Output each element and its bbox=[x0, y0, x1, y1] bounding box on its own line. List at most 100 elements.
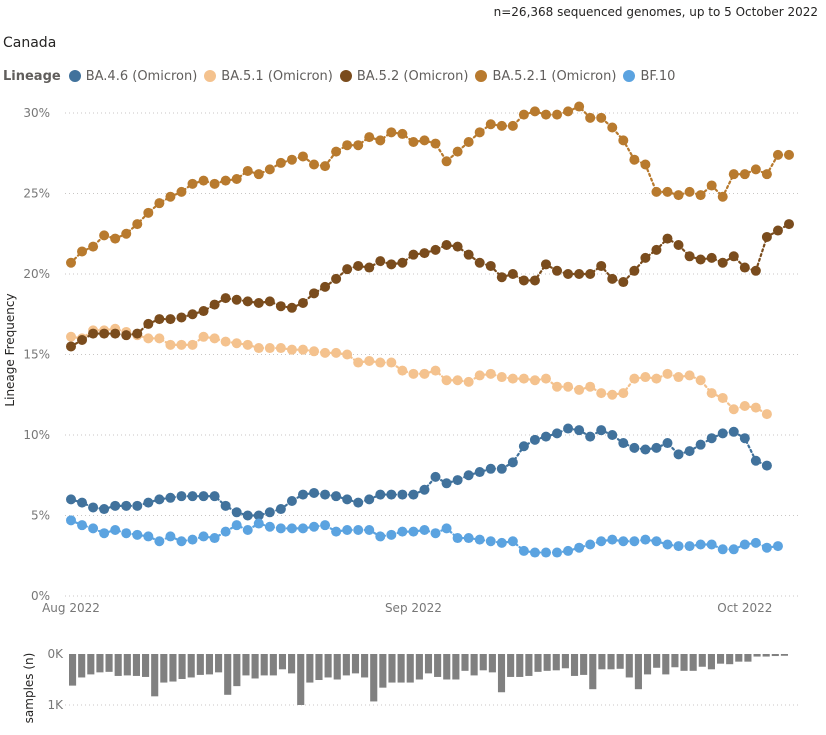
data-point[interactable] bbox=[430, 138, 441, 149]
data-point[interactable] bbox=[507, 536, 518, 547]
data-point[interactable] bbox=[397, 489, 408, 500]
data-point[interactable] bbox=[66, 515, 76, 526]
data-point[interactable] bbox=[275, 523, 286, 534]
data-point[interactable] bbox=[585, 269, 596, 279]
data-point[interactable] bbox=[99, 328, 110, 339]
sample-bar[interactable] bbox=[397, 654, 405, 683]
data-point[interactable] bbox=[209, 333, 220, 344]
sample-bar[interactable] bbox=[443, 654, 451, 680]
data-point[interactable] bbox=[99, 528, 110, 539]
sample-bar[interactable] bbox=[123, 654, 131, 676]
data-point[interactable] bbox=[540, 431, 551, 442]
data-point[interactable] bbox=[662, 368, 673, 379]
data-point[interactable] bbox=[784, 219, 794, 230]
data-point[interactable] bbox=[618, 536, 629, 547]
data-point[interactable] bbox=[529, 434, 540, 445]
data-point[interactable] bbox=[77, 335, 88, 346]
data-point[interactable] bbox=[375, 357, 386, 368]
data-point[interactable] bbox=[529, 106, 540, 117]
data-point[interactable] bbox=[121, 528, 132, 539]
sample-bar[interactable] bbox=[570, 654, 579, 676]
sample-bar[interactable] bbox=[160, 654, 168, 683]
data-point[interactable] bbox=[77, 520, 88, 531]
data-point[interactable] bbox=[706, 252, 717, 263]
data-point[interactable] bbox=[66, 494, 76, 505]
data-point[interactable] bbox=[739, 401, 750, 412]
sample-bar[interactable] bbox=[288, 654, 296, 674]
sample-bar[interactable] bbox=[735, 654, 743, 662]
data-point[interactable] bbox=[585, 381, 596, 392]
sample-bar[interactable] bbox=[351, 654, 360, 674]
data-point[interactable] bbox=[320, 347, 331, 358]
data-point[interactable] bbox=[662, 438, 673, 449]
data-point[interactable] bbox=[540, 373, 551, 384]
data-point[interactable] bbox=[772, 149, 783, 160]
legend-item-ba-5-1[interactable]: BA.5.1 (Omicron) bbox=[204, 69, 333, 84]
data-point[interactable] bbox=[286, 302, 297, 313]
data-point[interactable] bbox=[430, 365, 441, 376]
data-point[interactable] bbox=[540, 109, 551, 120]
sample-bar[interactable] bbox=[507, 654, 515, 677]
data-point[interactable] bbox=[364, 494, 375, 505]
data-point[interactable] bbox=[640, 534, 651, 545]
sample-bar[interactable] bbox=[662, 654, 670, 675]
data-point[interactable] bbox=[331, 526, 342, 537]
data-point[interactable] bbox=[132, 219, 143, 230]
data-point[interactable] bbox=[176, 339, 187, 350]
data-point[interactable] bbox=[110, 233, 121, 244]
data-point[interactable] bbox=[717, 428, 728, 439]
data-point[interactable] bbox=[342, 264, 353, 275]
data-point[interactable] bbox=[706, 433, 717, 444]
data-point[interactable] bbox=[264, 343, 275, 354]
data-point[interactable] bbox=[353, 140, 364, 151]
legend-item-ba-4-6[interactable]: BA.4.6 (Omicron) bbox=[68, 69, 197, 84]
data-point[interactable] bbox=[552, 428, 563, 439]
sample-bar[interactable] bbox=[689, 654, 697, 671]
data-point[interactable] bbox=[772, 541, 783, 552]
data-point[interactable] bbox=[684, 541, 695, 552]
data-point[interactable] bbox=[320, 161, 331, 172]
data-point[interactable] bbox=[408, 526, 419, 537]
data-point[interactable] bbox=[77, 246, 88, 257]
data-point[interactable] bbox=[331, 491, 342, 502]
data-point[interactable] bbox=[165, 492, 176, 503]
sample-bar[interactable] bbox=[342, 654, 350, 676]
data-point[interactable] bbox=[220, 175, 231, 186]
data-point[interactable] bbox=[66, 341, 76, 352]
sample-bar[interactable] bbox=[497, 654, 506, 693]
data-point[interactable] bbox=[640, 372, 651, 383]
data-point[interactable] bbox=[408, 249, 419, 260]
data-point[interactable] bbox=[739, 433, 750, 444]
sample-bar[interactable] bbox=[260, 654, 268, 676]
data-point[interactable] bbox=[198, 175, 209, 186]
sample-bar[interactable] bbox=[434, 654, 442, 677]
data-point[interactable] bbox=[750, 537, 761, 548]
data-point[interactable] bbox=[209, 533, 220, 544]
data-point[interactable] bbox=[275, 157, 286, 168]
data-point[interactable] bbox=[463, 136, 474, 147]
data-point[interactable] bbox=[540, 259, 551, 270]
sample-bar[interactable] bbox=[361, 654, 369, 678]
data-point[interactable] bbox=[441, 156, 452, 167]
sample-bar[interactable] bbox=[233, 654, 241, 687]
data-point[interactable] bbox=[209, 178, 220, 189]
data-point[interactable] bbox=[187, 534, 198, 545]
data-point[interactable] bbox=[143, 333, 154, 344]
data-point[interactable] bbox=[297, 151, 308, 162]
sample-bar[interactable] bbox=[653, 654, 661, 668]
sample-bar[interactable] bbox=[370, 654, 378, 702]
data-point[interactable] bbox=[419, 524, 430, 535]
sample-bar[interactable] bbox=[671, 654, 679, 668]
sample-bar[interactable] bbox=[333, 654, 341, 680]
sample-bar[interactable] bbox=[534, 654, 542, 672]
data-point[interactable] bbox=[739, 539, 750, 550]
sample-bar[interactable] bbox=[771, 654, 779, 657]
data-point[interactable] bbox=[132, 529, 143, 540]
data-point[interactable] bbox=[242, 296, 253, 307]
data-point[interactable] bbox=[485, 260, 496, 271]
sample-bar[interactable] bbox=[415, 654, 423, 680]
data-point[interactable] bbox=[563, 381, 574, 392]
sample-bar[interactable] bbox=[269, 654, 277, 676]
data-point[interactable] bbox=[618, 135, 629, 146]
data-point[interactable] bbox=[485, 368, 496, 379]
